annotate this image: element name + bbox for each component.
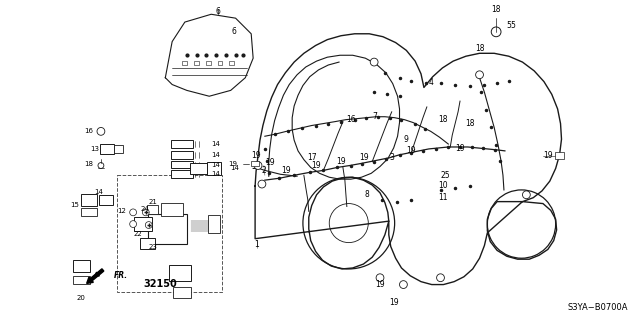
Bar (147, 204, 159, 214)
Text: 10: 10 (438, 181, 448, 189)
Bar (206, 61, 211, 65)
Circle shape (376, 274, 384, 282)
Bar (251, 161, 259, 167)
Bar (189, 163, 207, 174)
Bar (207, 162, 221, 175)
Circle shape (97, 128, 105, 135)
Circle shape (145, 222, 152, 228)
Text: 9: 9 (404, 135, 409, 144)
Text: 4: 4 (428, 78, 433, 87)
Text: 19: 19 (252, 151, 261, 160)
Circle shape (254, 162, 262, 169)
Bar (173, 286, 191, 298)
Text: 19: 19 (311, 161, 321, 170)
Text: 14: 14 (211, 141, 220, 147)
Circle shape (522, 191, 531, 199)
Text: 6: 6 (231, 27, 236, 36)
Text: 24: 24 (140, 206, 149, 212)
Circle shape (130, 221, 136, 227)
Text: 25: 25 (440, 171, 450, 180)
Text: 16: 16 (346, 115, 356, 124)
Bar (72, 260, 90, 272)
Circle shape (476, 71, 483, 79)
Text: 14: 14 (211, 161, 220, 167)
Bar (182, 61, 188, 65)
Bar (171, 151, 193, 159)
Text: 17: 17 (307, 153, 317, 162)
Text: 19: 19 (389, 298, 399, 307)
Text: 11: 11 (438, 193, 448, 202)
Text: 18: 18 (492, 5, 501, 14)
Bar (134, 217, 152, 231)
Circle shape (258, 180, 266, 188)
Bar (100, 144, 114, 154)
Bar (171, 170, 193, 178)
Text: 19: 19 (228, 160, 237, 167)
Bar (148, 214, 187, 244)
Bar (208, 215, 220, 233)
Circle shape (130, 209, 136, 216)
Bar (171, 161, 193, 168)
Circle shape (142, 209, 149, 216)
Text: 22: 22 (134, 231, 142, 237)
Text: 19: 19 (406, 146, 416, 155)
Text: S3YA−B0700A: S3YA−B0700A (568, 302, 628, 312)
Text: 14: 14 (230, 166, 239, 171)
Text: 32150: 32150 (143, 278, 177, 289)
Bar (116, 175, 222, 293)
Bar (218, 61, 223, 65)
Text: 19: 19 (360, 153, 369, 162)
Text: 15: 15 (70, 202, 79, 208)
Text: 5: 5 (506, 21, 511, 31)
Text: 14: 14 (211, 152, 220, 158)
Text: 19: 19 (282, 166, 291, 175)
Bar (555, 152, 564, 159)
Text: FR.: FR. (114, 271, 128, 280)
Text: 18: 18 (84, 160, 93, 167)
Text: 21: 21 (148, 199, 157, 204)
Text: 12: 12 (117, 208, 126, 214)
Text: 5: 5 (511, 21, 516, 31)
Circle shape (436, 274, 444, 282)
FancyArrow shape (86, 269, 104, 284)
Text: 20: 20 (77, 295, 86, 301)
Text: 19: 19 (543, 151, 553, 160)
Bar (161, 203, 183, 216)
Bar (72, 276, 90, 284)
Text: 19: 19 (336, 157, 346, 166)
Text: 18: 18 (465, 119, 474, 128)
Text: 8: 8 (365, 190, 370, 199)
Text: 3: 3 (389, 153, 394, 162)
Bar (99, 195, 113, 204)
Text: 1: 1 (255, 240, 259, 249)
Bar (194, 61, 199, 65)
Bar (140, 238, 155, 249)
Bar (81, 208, 97, 216)
Circle shape (399, 281, 407, 288)
Text: 18: 18 (438, 115, 447, 124)
Text: 19: 19 (265, 158, 275, 167)
Bar (114, 145, 124, 153)
Text: 23: 23 (148, 243, 157, 249)
Bar (171, 140, 193, 148)
Text: 19: 19 (375, 280, 385, 289)
Text: 16: 16 (84, 128, 93, 134)
Text: 18: 18 (475, 44, 484, 53)
Text: 2: 2 (262, 166, 266, 175)
Text: 14: 14 (211, 171, 220, 177)
Bar (81, 194, 97, 205)
Text: 19: 19 (455, 145, 465, 153)
Bar (169, 265, 191, 281)
Circle shape (492, 27, 501, 37)
Bar (229, 61, 234, 65)
Text: 6: 6 (216, 7, 220, 17)
Circle shape (371, 58, 378, 66)
Circle shape (98, 163, 104, 168)
Text: 13: 13 (90, 146, 99, 152)
Text: 7: 7 (372, 112, 378, 121)
Text: 14: 14 (95, 189, 104, 195)
